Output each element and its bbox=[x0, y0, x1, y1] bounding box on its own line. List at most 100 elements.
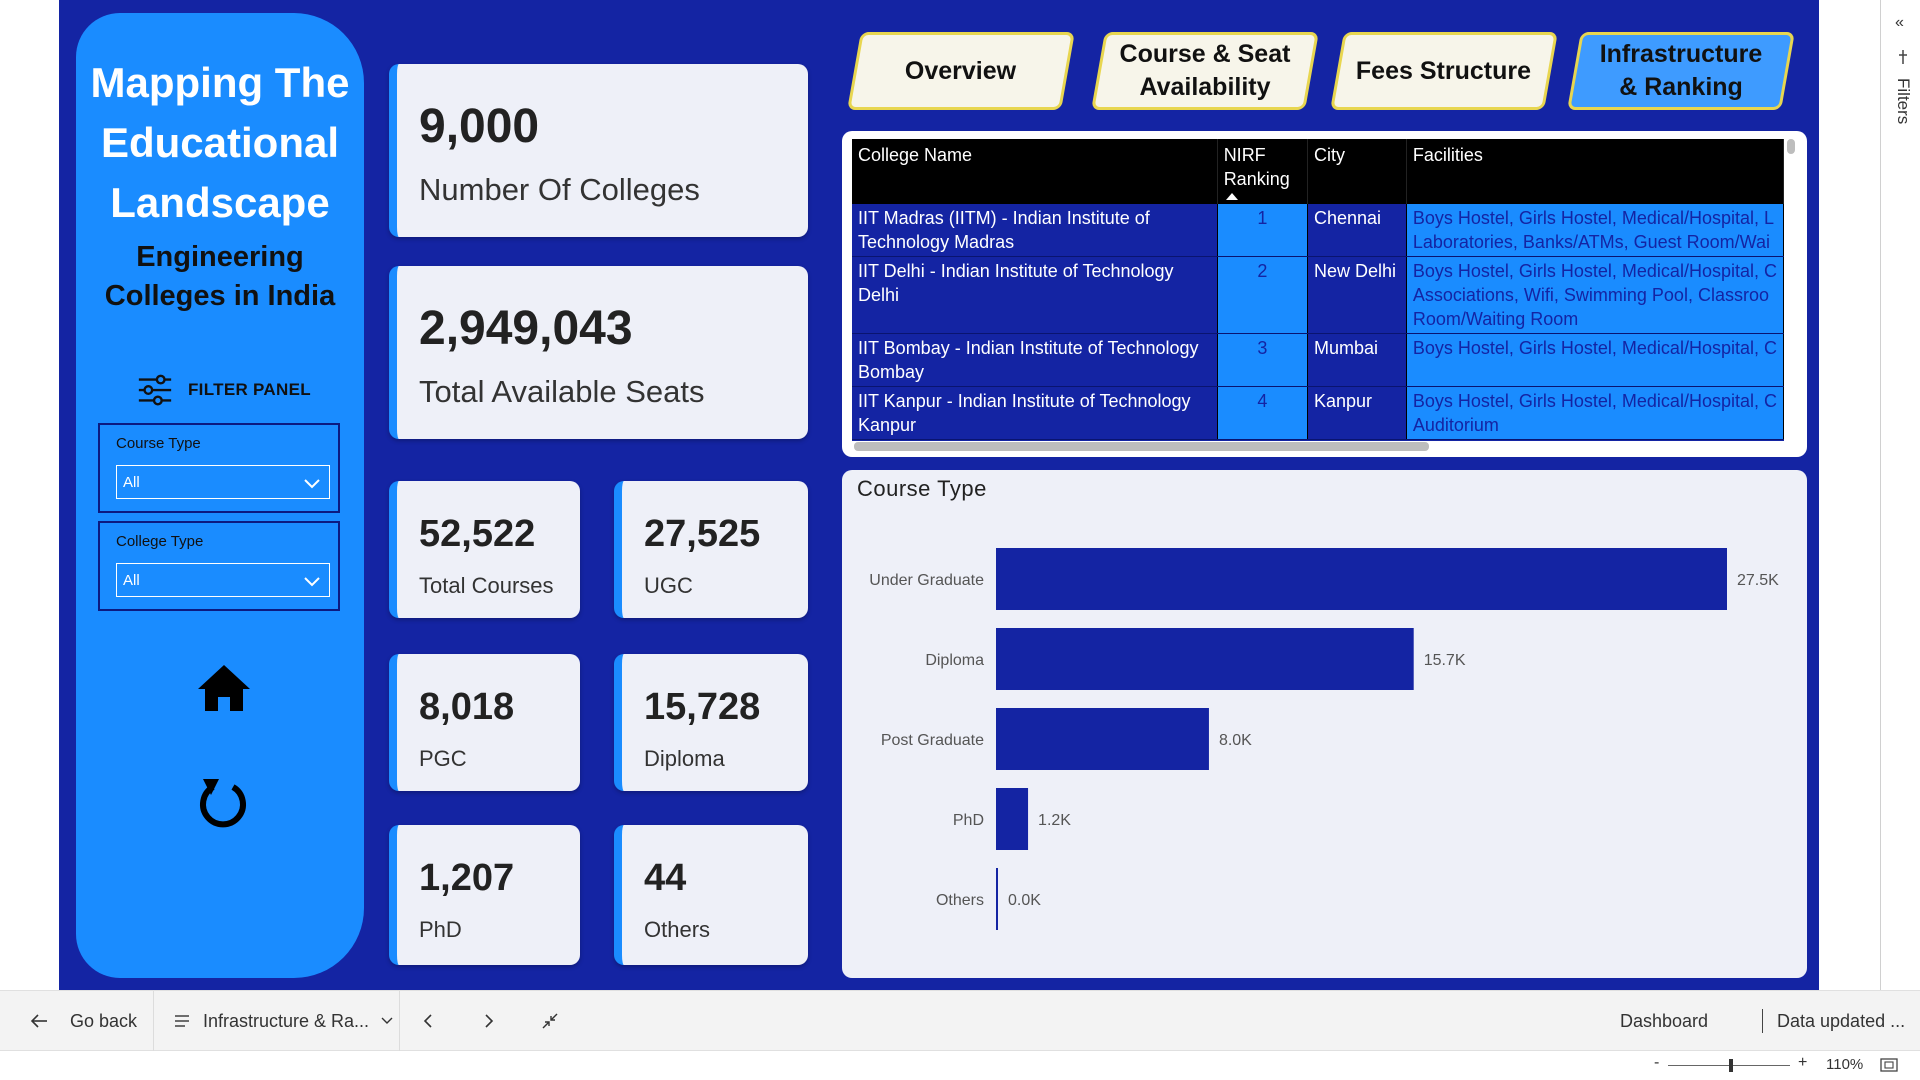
course-type-chart-card: Course Type Under Graduate 27.5K Diploma 15… bbox=[842, 470, 1807, 978]
college-type-value: All bbox=[123, 572, 140, 589]
divider bbox=[153, 991, 154, 1051]
kpi-label: UGC bbox=[644, 573, 693, 598]
next-page-button[interactable] bbox=[484, 991, 494, 1051]
go-back-button[interactable]: Go back bbox=[30, 991, 137, 1051]
chevron-right-icon bbox=[485, 1014, 494, 1028]
facilities-line: Boys Hostel, Girls Hostel, Medical/Hospi… bbox=[1412, 261, 1777, 281]
kpi-card-courses: 52,522 Total Courses bbox=[389, 481, 580, 618]
nav-label: Overview bbox=[905, 56, 1017, 85]
table-row[interactable]: IIT Delhi - Indian Institute of Technolo… bbox=[852, 256, 1784, 334]
course-type-dropdown[interactable]: All bbox=[116, 465, 330, 499]
bar[interactable] bbox=[996, 788, 1029, 850]
facilities-line: Boys Hostel, Girls Hostel, Medical/Hospi… bbox=[1412, 338, 1777, 358]
table-row[interactable]: IIT Kanpur - Indian Institute of Technol… bbox=[852, 386, 1784, 440]
kpi-value: 27,525 bbox=[644, 513, 761, 555]
college-type-label: College Type bbox=[116, 533, 204, 550]
bar[interactable] bbox=[996, 868, 998, 930]
chevron-left-icon bbox=[423, 1014, 432, 1028]
nav-fees-button[interactable]: Fees Structure bbox=[1330, 32, 1558, 110]
horizontal-scrollbar[interactable] bbox=[854, 442, 1429, 451]
filters-pane-label: Filters bbox=[1894, 78, 1913, 125]
nav-course-seat-button[interactable]: Course & Seat Availability bbox=[1091, 32, 1319, 110]
table-row[interactable]: IIT Madras (IITM) - Indian Institute of … bbox=[852, 204, 1784, 257]
vertical-scrollbar[interactable] bbox=[1787, 139, 1795, 154]
college-type-dropdown[interactable]: All bbox=[116, 563, 330, 597]
zoom-slider-thumb[interactable] bbox=[1729, 1059, 1733, 1072]
nav-label: Fees Structure bbox=[1356, 56, 1532, 85]
data-label: 27.5K bbox=[1737, 572, 1779, 589]
kpi-value: 8,018 bbox=[419, 686, 515, 728]
column-header-college-name[interactable]: College Name bbox=[852, 139, 1218, 204]
column-header-city[interactable]: City bbox=[1307, 139, 1407, 204]
chart-title: Course Type bbox=[857, 476, 987, 501]
cell-city: Mumbai bbox=[1307, 333, 1407, 387]
nav-label: Infrastructure & Ranking bbox=[1599, 40, 1763, 101]
data-label: 0.0K bbox=[1008, 892, 1041, 909]
bar[interactable] bbox=[996, 548, 1727, 610]
kpi-value: 44 bbox=[644, 857, 687, 899]
column-header-facilities[interactable]: Facilities bbox=[1406, 139, 1784, 204]
cell-nirf-ranking: 1 bbox=[1217, 204, 1309, 257]
cell-college-name: IIT Kanpur - Indian Institute of Technol… bbox=[852, 386, 1218, 440]
bar[interactable] bbox=[996, 708, 1209, 770]
kpi-card-others: 44 Others bbox=[614, 825, 808, 965]
kpi-card-ugc: 27,525 UGC bbox=[614, 481, 808, 618]
zoom-in-button[interactable]: + bbox=[1798, 1054, 1808, 1071]
home-icon[interactable] bbox=[196, 663, 252, 713]
sliders-icon bbox=[138, 374, 172, 406]
facilities-line: Auditorium bbox=[1412, 415, 1499, 435]
dashboard-label: Dashboard bbox=[1620, 1010, 1709, 1031]
facilities-line: Laboratories, Banks/ATMs, Guest Room/Wai bbox=[1412, 232, 1770, 252]
report-subtitle: Engineering Colleges in India bbox=[104, 241, 336, 312]
cell-city: Chennai bbox=[1307, 204, 1407, 257]
kpi-label: Total Courses bbox=[419, 573, 554, 598]
nav-overview-button[interactable]: Overview bbox=[847, 32, 1075, 110]
chevron-down-icon bbox=[304, 577, 320, 587]
facilities-line: Boys Hostel, Girls Hostel, Medical/Hospi… bbox=[1412, 391, 1777, 411]
data-updated-label[interactable]: Data updated ... bbox=[1777, 1010, 1906, 1031]
filters-pane[interactable]: « Filters bbox=[1880, 0, 1920, 990]
college-table: College Name NIRF Ranking City Facilitie… bbox=[852, 139, 1784, 441]
table-row[interactable]: IIT Bombay - Indian Institute of Technol… bbox=[852, 333, 1784, 387]
nav-infrastructure-button[interactable]: Infrastructure & Ranking bbox=[1567, 32, 1795, 110]
cell-facilities: Boys Hostel, Girls Hostel, Medical/Hospi… bbox=[1406, 333, 1784, 387]
cell-nirf-ranking: 4 bbox=[1217, 386, 1309, 440]
kpi-card-diploma: 15,728 Diploma bbox=[614, 654, 808, 791]
category-label: Others bbox=[936, 892, 984, 909]
cell-college-name: IIT Bombay - Indian Institute of Technol… bbox=[852, 333, 1218, 387]
header-text: Facilities bbox=[1412, 145, 1483, 165]
zoom-level: 110% bbox=[1826, 1056, 1864, 1073]
course-type-slicer: Course Type All bbox=[98, 423, 340, 513]
exit-fullscreen-button[interactable] bbox=[542, 991, 558, 1051]
filter-panel-label: FILTER PANEL bbox=[188, 380, 311, 399]
divider bbox=[399, 991, 400, 1051]
college-table-card: College Name NIRF Ranking City Facilitie… bbox=[842, 131, 1807, 457]
cell-city: Kanpur bbox=[1307, 386, 1407, 440]
chevron-down-icon bbox=[304, 479, 320, 489]
bar[interactable] bbox=[996, 628, 1414, 690]
cell-nirf-ranking: 2 bbox=[1217, 256, 1309, 334]
report-canvas: Mapping The Educational Landscape Engine… bbox=[59, 0, 1819, 990]
page-selector[interactable]: Infrastructure & Ra... bbox=[175, 991, 393, 1051]
fit-to-page-icon[interactable] bbox=[1880, 1058, 1898, 1072]
previous-page-button[interactable] bbox=[423, 991, 433, 1051]
zoom-out-button[interactable]: - bbox=[1654, 1054, 1660, 1071]
page-selector-label: Infrastructure & Ra... bbox=[203, 1010, 370, 1031]
kpi-value: 52,522 bbox=[419, 513, 536, 555]
cell-facilities: Boys Hostel, Girls Hostel, Medical/Hospi… bbox=[1406, 256, 1784, 334]
report-title: Mapping The Educational Landscape bbox=[90, 59, 350, 226]
kpi-label: Others bbox=[644, 917, 711, 942]
cell-facilities: Boys Hostel, Girls Hostel, Medical/Hospi… bbox=[1406, 204, 1784, 257]
column-header-nirf-ranking[interactable]: NIRF Ranking bbox=[1217, 139, 1309, 204]
data-label: 15.7K bbox=[1424, 652, 1466, 669]
cell-facilities: Boys Hostel, Girls Hostel, Medical/Hospi… bbox=[1406, 386, 1784, 440]
status-bar: - + 110% bbox=[0, 1051, 1920, 1080]
kpi-value: 2,949,043 bbox=[419, 302, 633, 355]
cell-city: New Delhi bbox=[1307, 256, 1407, 334]
reset-icon[interactable] bbox=[197, 773, 249, 829]
college-type-slicer: College Type All bbox=[98, 521, 340, 611]
double-chevron-left-icon[interactable]: « bbox=[1895, 14, 1904, 31]
course-type-label: Course Type bbox=[116, 435, 201, 452]
kpi-card-seats: 2,949,043 Total Available Seats bbox=[389, 266, 808, 439]
